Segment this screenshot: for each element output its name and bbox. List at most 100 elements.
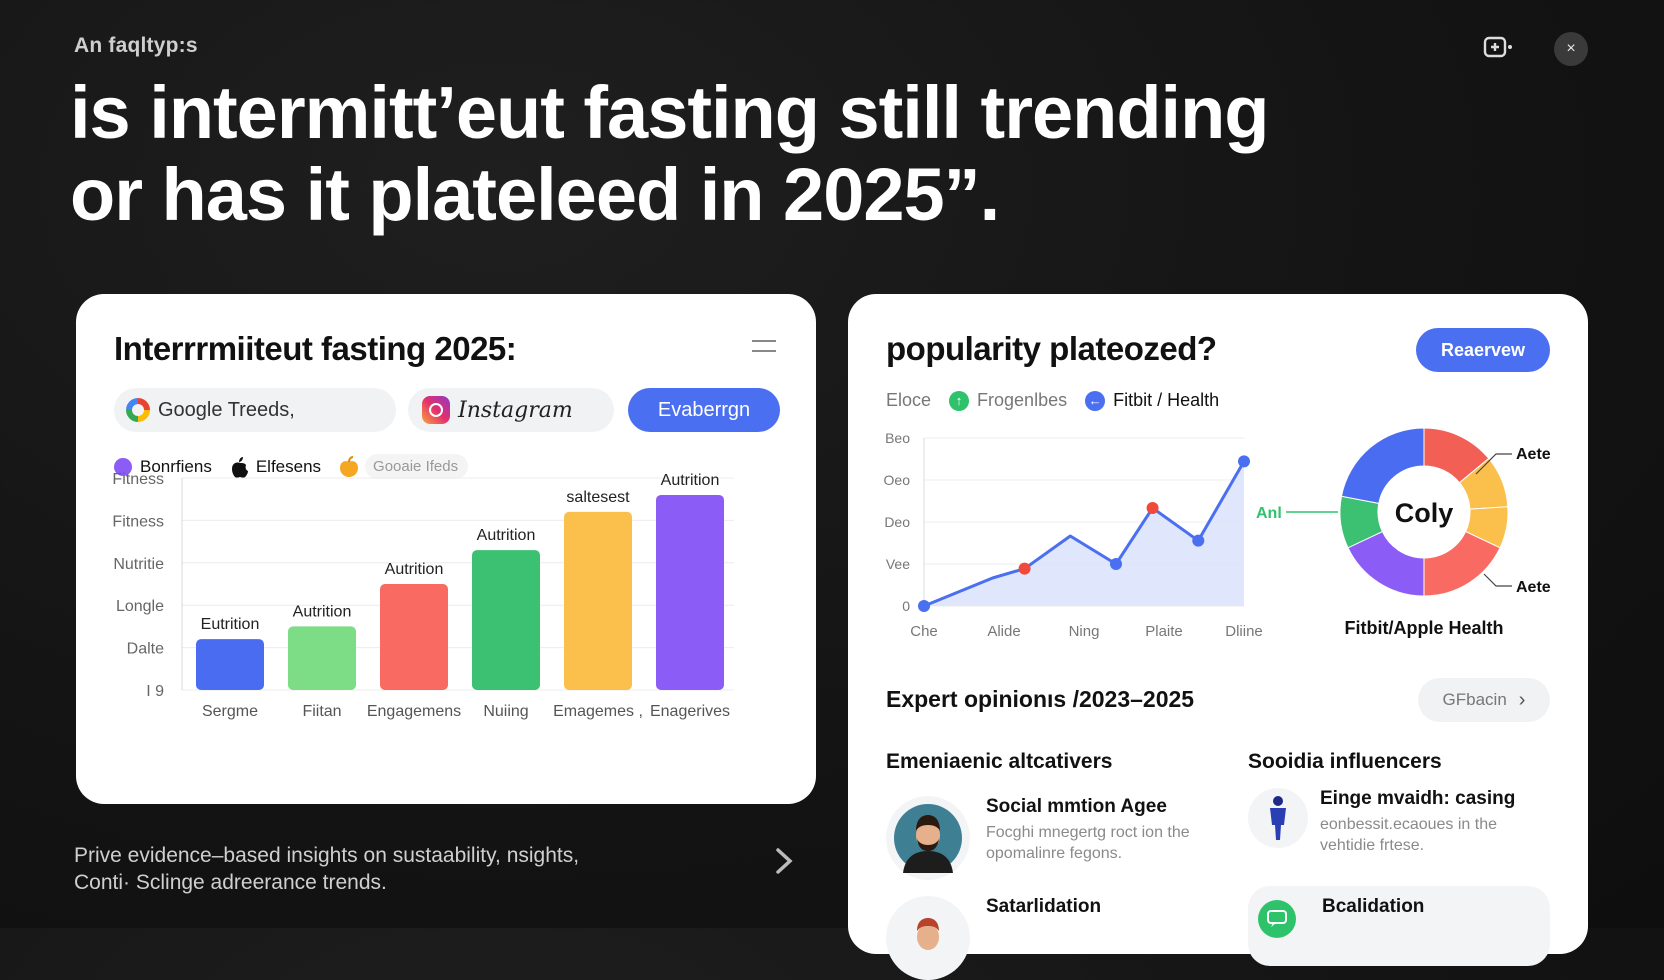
purple-dot-icon	[114, 457, 132, 476]
expert-opinions-title: Expert opinionıs /2023–2025	[886, 686, 1195, 712]
bar-chart-legend: Bonrfiens Elfesens Gooaie Ifeds	[114, 454, 486, 479]
bar	[196, 639, 264, 690]
legend-label: Fitbit / Health	[1113, 390, 1220, 410]
donut-right-label: Aete	[1516, 446, 1551, 463]
expert-list-item[interactable]: Social mmtion Agee Focghi mnegertg roct …	[886, 796, 1226, 880]
expert-item-title: Social mmtion Agee	[986, 796, 1167, 817]
y-tick-label: Beo	[885, 430, 910, 446]
menu-icon[interactable]	[752, 340, 776, 354]
x-tick-label: Nuiing	[483, 703, 528, 720]
data-point	[1192, 534, 1205, 547]
line-chart-legend: Eloce ↑ Frogenlbes ← Fitbit / Health	[886, 390, 1237, 411]
legend-item: Elfesens	[230, 456, 321, 478]
footer-description: Prive evidence–based insights on sustaab…	[74, 842, 579, 896]
area-fill	[924, 461, 1244, 606]
bar-data-label: Autrition	[385, 561, 444, 578]
x-tick-label: Engagemens	[367, 703, 461, 720]
expert-more-label: GFbacin	[1442, 690, 1507, 709]
series-line	[923, 460, 1246, 608]
data-point	[1110, 558, 1122, 570]
bar	[656, 494, 724, 690]
eyebrow-label: An faqltyp:s	[74, 34, 198, 57]
y-tick-label: I 9	[146, 683, 164, 700]
chevron-right-icon: ›	[1518, 688, 1526, 711]
avatar	[886, 796, 970, 880]
bar-data-label: Autrition	[293, 603, 352, 620]
x-tick-label: Emagemes ,	[553, 703, 643, 720]
headline-line-2: or has it plateleed in 2025”.	[70, 153, 1000, 236]
bar-data-label: saltesest	[566, 489, 630, 506]
y-tick-label: Fitness	[112, 471, 164, 488]
donut-caption: Fitbit/Apple Health	[1345, 618, 1504, 638]
trends-card: Interrrmiiteut fasting 2025: Google Tree…	[76, 294, 816, 804]
y-tick-label: Vee	[886, 556, 910, 572]
source-google-chip[interactable]: Google Treeds,	[114, 388, 396, 432]
apple-icon	[231, 456, 248, 478]
evaluate-button[interactable]: Evaberrgn	[628, 388, 780, 432]
legend-label: Gooaie Ifeds	[365, 454, 469, 479]
google-icon	[126, 398, 150, 422]
green-arrow-icon: ↑	[949, 390, 970, 411]
headline-line-1: is intermitt’eut fasting still trending	[70, 71, 1270, 154]
data-point	[1238, 455, 1250, 468]
bar-data-label: Eutrition	[201, 616, 260, 633]
x-tick-label: Alide	[987, 623, 1020, 640]
bar-chart: Fitness Fitness Nutritie Longle Dalte I 9 Eutr…	[112, 471, 734, 720]
data-point	[918, 600, 930, 612]
x-tick-label: Che	[910, 623, 938, 640]
legend-label: Bonrfiens	[140, 456, 212, 476]
legend-item: Eloce	[886, 390, 931, 411]
expert-list-item[interactable]: Satarlidation	[886, 896, 1101, 980]
y-tick-label: Oeo	[884, 472, 911, 488]
influencer-item-subtitle: eonbessit.ecaoues in the vehtidie frtese…	[1320, 816, 1498, 854]
x-tick-label: Dliine	[1225, 623, 1263, 640]
page-headline: is intermitt’eut fasting still trending …	[70, 71, 1270, 236]
avatar	[886, 896, 970, 980]
person-icon	[1248, 788, 1308, 848]
influencer-item-title: Bcalidation	[1322, 896, 1425, 917]
donut-right-label: Aete	[1516, 579, 1551, 596]
share-screen-icon[interactable]	[1482, 32, 1518, 64]
right-column-heading: Sooidia influencers	[1248, 750, 1442, 773]
expert-more-button[interactable]: GFbacin ›	[1418, 678, 1550, 722]
expert-item-subtitle: Focghi mnegertg roct ion the opomalinre …	[986, 824, 1190, 862]
data-point	[1018, 562, 1031, 575]
close-button[interactable]: ×	[1554, 32, 1588, 66]
legend-item: ↑ Frogenlbes	[949, 390, 1067, 411]
bar-data-label: Autrition	[661, 472, 720, 489]
influencer-item-title: Einge mvaidh: casing	[1320, 788, 1516, 809]
x-tick-label: Plaite	[1145, 623, 1183, 640]
bar	[564, 511, 632, 690]
donut-leader-line	[1475, 453, 1512, 475]
x-tick-label: Enagerives	[650, 703, 730, 720]
legend-label: Elfesens	[255, 456, 322, 476]
influencer-list-item[interactable]: Einge mvaidh: casing eonbessit.ecaoues i…	[1248, 788, 1530, 856]
next-chevron-icon[interactable]	[772, 844, 796, 878]
legend-item: Gooaie Ifeds	[339, 454, 469, 479]
influencer-highlight-card[interactable]: Bcalidation	[1248, 886, 1550, 966]
popularity-card-title: popularity plateozed?	[886, 330, 1217, 367]
donut-center-label: Coly	[1395, 498, 1454, 528]
y-tick-label: Deo	[884, 514, 910, 530]
bar	[288, 626, 356, 690]
bar	[380, 584, 448, 690]
data-point	[1146, 502, 1159, 514]
y-tick-label: Nutritie	[113, 556, 164, 573]
source-instagram-chip[interactable]: Instagram	[408, 388, 614, 432]
y-tick-label: Dalte	[127, 641, 164, 658]
trends-card-title: Interrrmiiteut fasting 2025:	[114, 330, 517, 367]
instagram-icon	[422, 396, 450, 424]
popularity-card: popularity plateozed? Reaervew Eloce ↑ F…	[848, 294, 1588, 980]
x-tick-label: Sergme	[202, 703, 258, 720]
footer-line-1: Prive evidence–based insights on sustaab…	[74, 844, 580, 867]
legend-item: ← Fitbit / Health	[1085, 390, 1219, 411]
source-instagram-label: Instagram	[458, 397, 573, 423]
y-tick-label: 0	[902, 598, 910, 614]
left-column-heading: Emeniaenic altcativers	[886, 750, 1113, 773]
expert-item-title: Satarlidation	[986, 896, 1102, 917]
donut-leader-line	[1483, 573, 1512, 587]
review-button[interactable]: Reaervew	[1416, 328, 1550, 372]
bar	[472, 550, 540, 690]
donut-left-label: Anl	[1256, 505, 1282, 522]
donut-slice	[1340, 427, 1425, 504]
